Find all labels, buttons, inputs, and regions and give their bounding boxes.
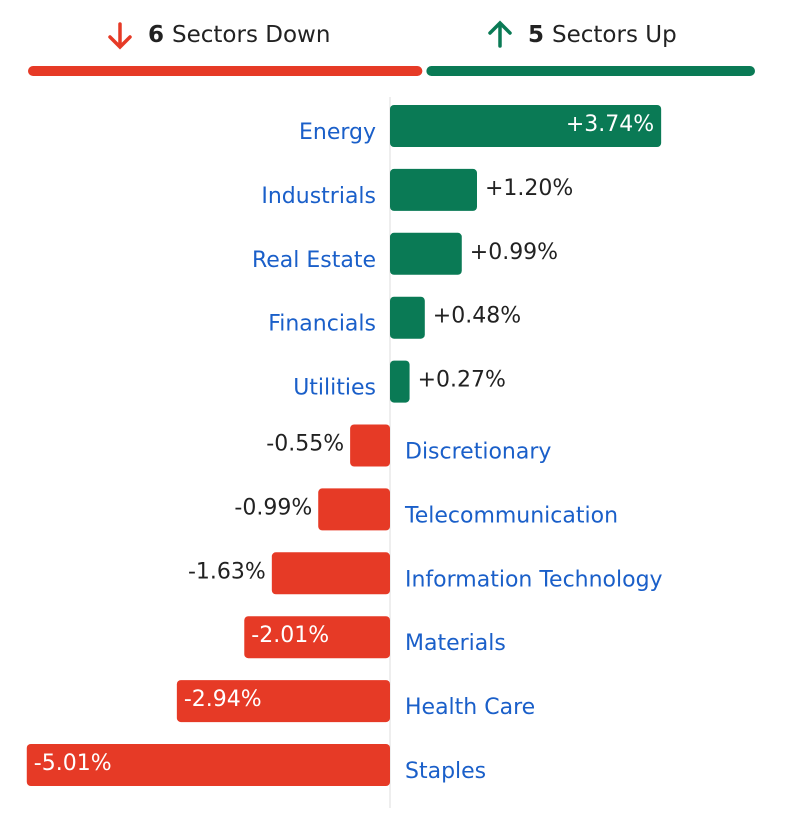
value-label: +1.20% <box>485 176 573 201</box>
up-label: Sectors Up <box>552 22 677 48</box>
category-label: Energy <box>299 120 376 145</box>
bar <box>271 552 390 595</box>
bar <box>26 744 391 786</box>
category-label: Real Estate <box>252 248 376 273</box>
category-label: Financials <box>268 312 376 337</box>
bar <box>390 296 425 339</box>
category-label: Health Care <box>405 695 535 720</box>
up-summary: 5 Sectors Up <box>528 22 677 48</box>
value-label: -0.55% <box>266 432 344 457</box>
up-count: 5 <box>528 22 544 48</box>
category-label: Industrials <box>261 184 376 209</box>
bar <box>390 168 477 211</box>
category-label: Utilities <box>293 376 376 401</box>
up-share-bar <box>426 66 755 76</box>
down-summary: 6 Sectors Down <box>148 22 330 48</box>
bar <box>350 424 390 467</box>
bar <box>176 680 390 723</box>
value-label: +0.48% <box>433 304 521 329</box>
bar <box>318 488 390 531</box>
value-label: +3.74% <box>566 112 654 137</box>
value-label: -2.94% <box>184 687 262 712</box>
down-count: 6 <box>148 22 164 48</box>
down-share-bar <box>28 66 423 76</box>
category-label: Discretionary <box>405 440 551 465</box>
value-label: -1.63% <box>188 559 266 584</box>
down-arrow <box>108 22 132 50</box>
value-label: -0.99% <box>234 495 312 520</box>
up-arrow <box>488 20 512 48</box>
category-label: Telecommunication <box>404 503 618 528</box>
category-label: Information Technology <box>405 567 663 592</box>
bar <box>244 616 390 659</box>
category-label: Materials <box>405 631 506 656</box>
category-label: Staples <box>405 759 486 784</box>
bar <box>390 360 410 403</box>
value-label: +0.99% <box>470 240 558 265</box>
value-label: -2.01% <box>251 623 329 648</box>
value-label: +0.27% <box>418 368 506 393</box>
value-label: -5.01% <box>34 751 112 776</box>
down-label: Sectors Down <box>172 22 330 48</box>
bar <box>390 105 662 147</box>
bar <box>390 232 462 275</box>
